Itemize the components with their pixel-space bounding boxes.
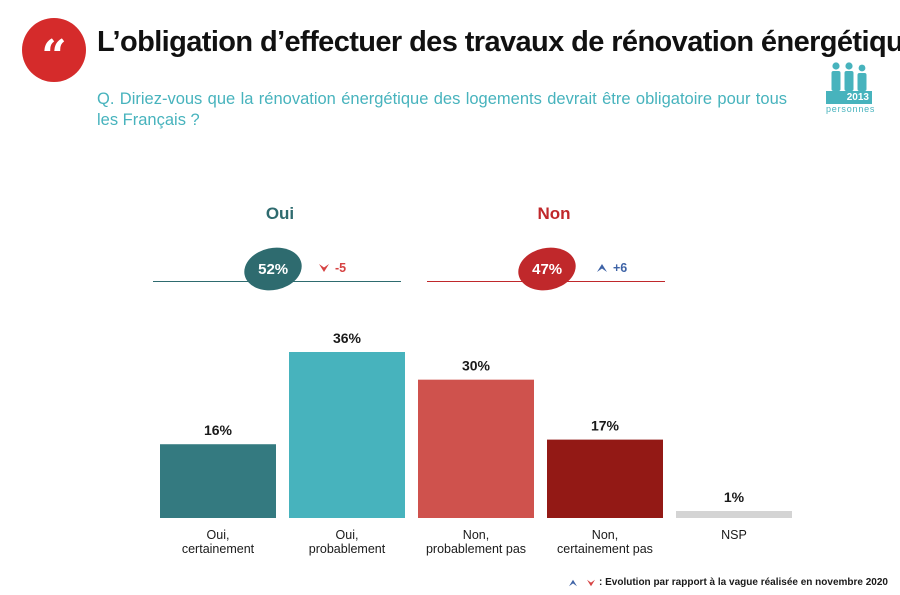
non-heading: Non <box>537 204 571 223</box>
bar-4 <box>676 511 792 518</box>
arrow-down-icon <box>319 264 329 272</box>
footer-note: : Evolution par rapport à la vague réali… <box>568 577 888 588</box>
legend-arrow-up-icon <box>569 579 577 586</box>
bar-0 <box>160 444 276 518</box>
bar-value-label-3: 17% <box>591 418 620 434</box>
legend-arrow-down-icon <box>587 579 595 586</box>
survey-question: Q. Diriez-vous que la rénovation énergét… <box>97 90 787 129</box>
quote-icon: “ <box>22 18 86 82</box>
people-icon <box>831 62 867 91</box>
bar-value-label-4: 1% <box>724 489 745 505</box>
category-label-0-1: certainement <box>182 542 255 556</box>
footer-note-text: : Evolution par rapport à la vague réali… <box>599 577 888 588</box>
category-label-1-1: probablement <box>309 542 386 556</box>
non-evolution: +6 <box>596 261 627 275</box>
category-label-2-1: probablement pas <box>426 542 526 556</box>
bar-value-label-1: 36% <box>333 330 362 346</box>
bar-value-label-0: 16% <box>204 422 233 438</box>
category-label-4-0: NSP <box>721 528 747 542</box>
category-label-1-0: Oui, <box>336 528 359 542</box>
oui-evolution: -5 <box>318 261 346 275</box>
arrow-up-icon <box>597 264 607 272</box>
bar-2 <box>418 379 534 518</box>
oui-evolution-value: -5 <box>335 261 347 275</box>
sample-size-unit: personnes <box>826 104 876 114</box>
sample-size-value: 2013 <box>826 91 872 104</box>
non-evolution-value: +6 <box>613 261 628 275</box>
bar-3 <box>547 439 663 518</box>
category-label-0-0: Oui, <box>207 528 230 542</box>
page-title: L’obligation d’effectuer des travaux de … <box>97 26 900 58</box>
oui-heading: Oui <box>265 204 295 223</box>
category-label-3-1: certainement pas <box>557 542 653 556</box>
category-label-3-0: Non, <box>592 528 618 542</box>
sample-size-badge: 2013 personnes <box>826 62 876 114</box>
bar-1 <box>289 352 405 518</box>
category-label-2-0: Non, <box>463 528 489 542</box>
bar-value-label-2: 30% <box>462 358 491 374</box>
